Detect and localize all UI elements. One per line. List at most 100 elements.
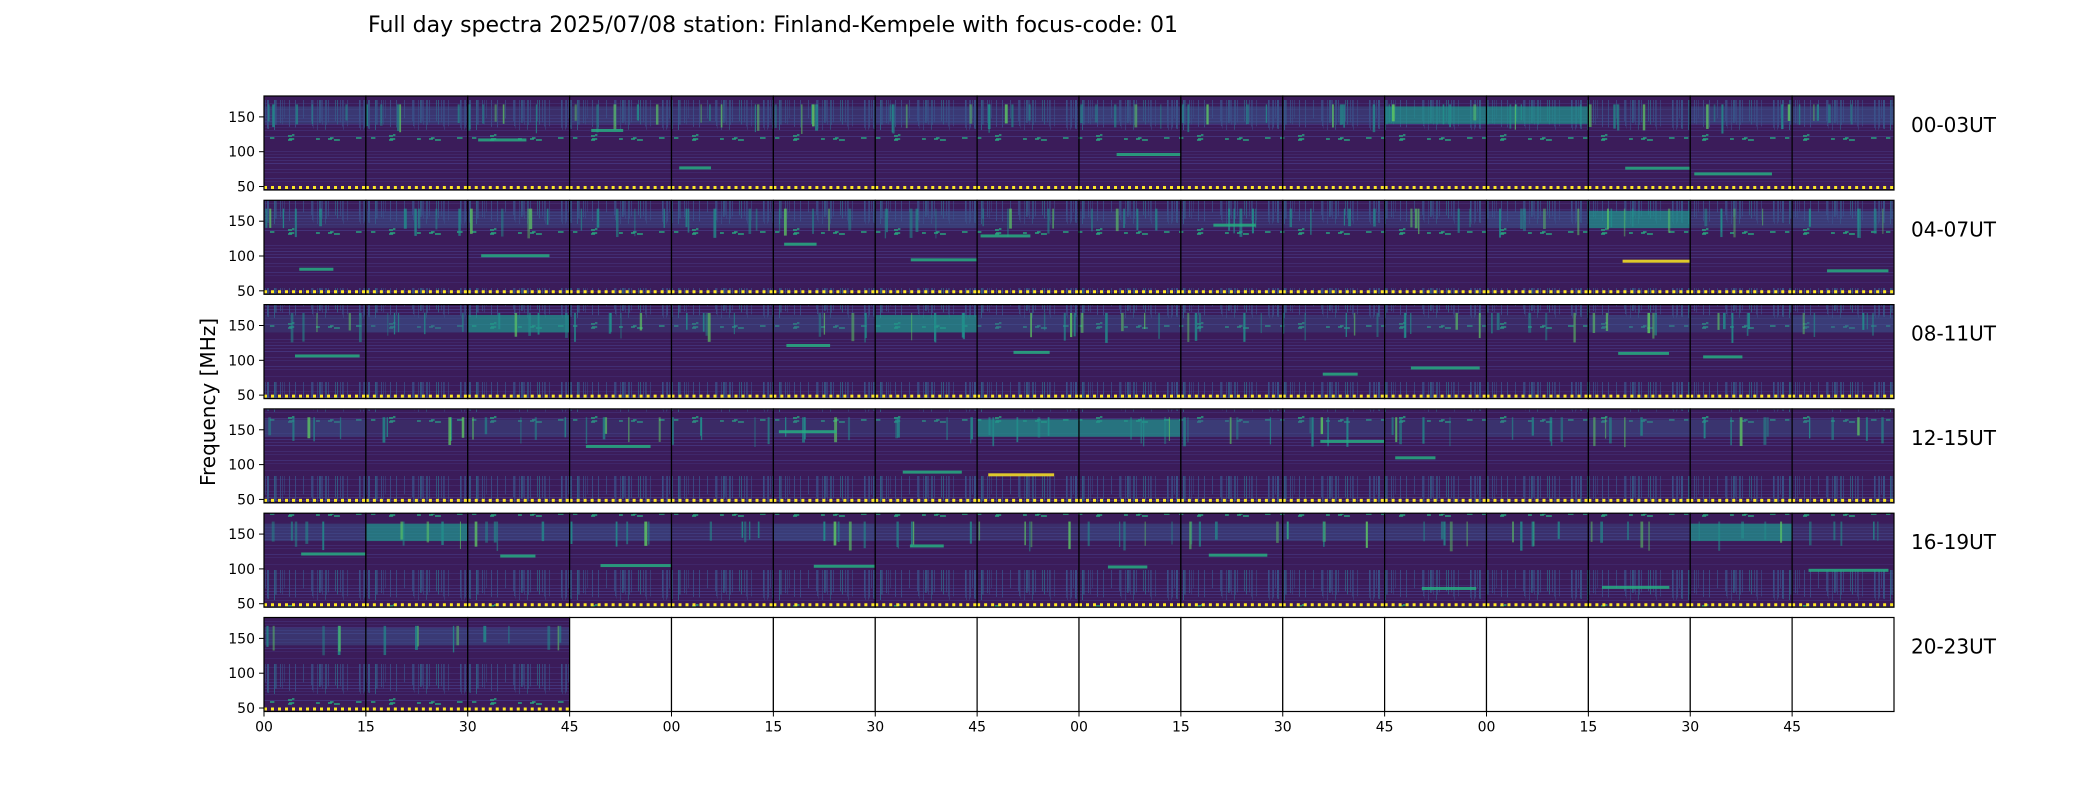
spectrogram-panel (1180, 199, 1284, 295)
emission-streak (266, 625, 269, 647)
emission-streak (1320, 417, 1324, 435)
emission-streak (609, 312, 612, 332)
emission-streak (1741, 521, 1745, 539)
emission-streak (338, 625, 341, 652)
spectrogram-panel (1587, 304, 1691, 400)
emission-streak (1052, 208, 1054, 229)
emission-streak (1037, 417, 1041, 438)
emission-streak (452, 625, 455, 653)
emission-streak (282, 208, 285, 229)
emission-streak (1269, 417, 1272, 445)
emission-streak (557, 625, 560, 651)
emission-streak (1423, 521, 1425, 542)
emission-streak (1254, 208, 1257, 228)
emission-streak (658, 417, 661, 442)
spectrogram-background (1180, 513, 1283, 608)
emission-streak (1365, 521, 1368, 548)
y-tick-label: 50 (237, 597, 255, 613)
emission-streak (897, 521, 899, 549)
emission-streak (1304, 312, 1306, 341)
spectrogram-panel (976, 95, 1080, 191)
spectrogram-background (773, 96, 876, 190)
emission-band (671, 419, 774, 437)
emission-streak (1246, 104, 1249, 125)
spectrogram-background (467, 96, 570, 190)
interference-line (1421, 586, 1477, 590)
emission-streak (700, 417, 702, 436)
emission-streak (482, 104, 485, 124)
emission-band (365, 315, 468, 333)
emission-streak (383, 625, 387, 656)
emission-streak (484, 417, 488, 435)
emission-band (365, 106, 468, 124)
emission-streak (267, 104, 270, 122)
emission-streak (1816, 104, 1819, 121)
emission-streak (1372, 104, 1376, 133)
emission-streak (1573, 312, 1576, 343)
emission-streak (685, 208, 688, 227)
emission-streak (458, 208, 461, 236)
x-tick-label: 30 (1681, 720, 1699, 736)
emission-streak (265, 208, 268, 228)
emission-streak (1798, 104, 1801, 125)
spectrogram-panel (874, 95, 978, 191)
interference-line (1208, 553, 1268, 557)
emission-streak (1600, 521, 1603, 543)
emission-streak (1373, 208, 1376, 227)
emission-streak (815, 104, 819, 131)
emission-streak (687, 208, 690, 233)
emission-streak (663, 208, 665, 228)
emission-band (1384, 419, 1487, 437)
y-tick-label: 100 (228, 562, 255, 578)
spectra-row: 150 100 50 20-23UT (228, 616, 1997, 717)
spectrogram-background (1486, 304, 1589, 399)
emission-streak (1187, 104, 1190, 133)
empty-panel-area (1486, 617, 1589, 712)
emission-streak (748, 521, 751, 540)
spectrogram-panel (874, 199, 984, 295)
spectrogram-panel (263, 512, 372, 608)
interference-line (1013, 350, 1050, 354)
x-tick-label: 45 (561, 720, 579, 736)
emission-streak (1183, 417, 1186, 447)
emission-band (569, 210, 672, 229)
emission-streak (295, 104, 299, 125)
spectrogram-background (1282, 200, 1385, 295)
emission-streak (1721, 104, 1724, 134)
emission-streak (1520, 104, 1522, 121)
spectrogram-panel (569, 199, 673, 295)
emission-streak (783, 208, 787, 236)
spectra-rows: 150 100 50 00-03UT 150 100 50 04-07UT 150 100 50 08… (228, 95, 1997, 717)
panel-frame (1791, 408, 1895, 504)
emission-band (467, 106, 570, 124)
panel-frame (1791, 616, 1895, 713)
emission-streak (1499, 208, 1501, 238)
spectrogram-panel (772, 408, 876, 504)
emission-streak (1068, 521, 1071, 550)
spectrogram-panel (1689, 512, 1793, 608)
empty-panel-area (977, 617, 1079, 712)
emission-streak (1136, 208, 1139, 231)
spectrogram-panel (1078, 304, 1182, 400)
spectrogram-background (671, 408, 774, 503)
emission-streak (1515, 104, 1518, 122)
emission-band (1486, 210, 1589, 229)
spectrogram-panel (1180, 95, 1284, 191)
emission-streak (1187, 417, 1189, 443)
emission-streak (1512, 521, 1514, 543)
emission-streak (1882, 208, 1884, 234)
emission-streak (702, 312, 705, 332)
spectrogram-panel (1485, 95, 1589, 191)
emission-streak (1080, 104, 1083, 123)
spectrogram-panel (1587, 95, 1703, 191)
emission-streak (496, 521, 499, 552)
emission-streak (1857, 208, 1860, 238)
emission-streak (348, 312, 351, 331)
emission-streak (778, 208, 781, 232)
spectra-row: 150 100 50 04-07UT (228, 199, 1997, 300)
emission-streak (1704, 208, 1708, 227)
emission-streak (604, 417, 608, 434)
emission-streak (733, 312, 735, 335)
emission-streak (1617, 104, 1620, 131)
spectrogram-panel (1384, 408, 1488, 504)
